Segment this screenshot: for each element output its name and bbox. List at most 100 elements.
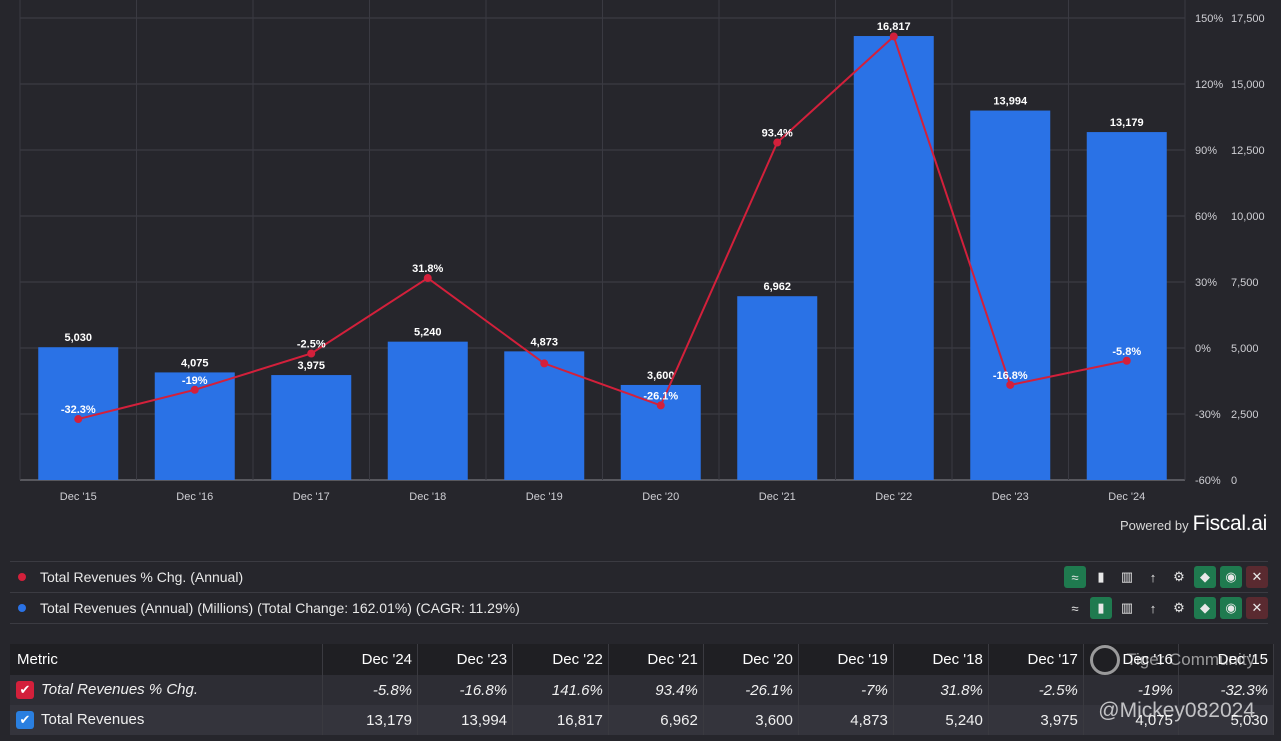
line-value-label: -5.8% [1112, 346, 1141, 358]
x-tick-label: Dec '20 [642, 491, 679, 503]
pct-change-point [1122, 356, 1131, 365]
sort-icon[interactable]: ↑ [1149, 569, 1157, 585]
table-cell: -16.8% [417, 675, 514, 705]
y-right-tick-label: 7,500 [1231, 277, 1259, 289]
table-cell: 13,994 [417, 705, 514, 735]
column-header[interactable]: Dec '20 [703, 644, 799, 675]
pct-change-point [307, 349, 316, 358]
line-value-label: 93.4% [762, 128, 793, 140]
revenue-bar [620, 384, 701, 480]
series-tools-1: ≈ ▮ ▥ ↑ ⚙ ◆ ◉ ✕ [1064, 566, 1268, 588]
y-left-tick-label: 0% [1195, 343, 1211, 355]
eye-icon[interactable]: ◉ [1220, 566, 1242, 588]
legend-dot-red [18, 573, 26, 581]
pct-change-point [540, 359, 549, 368]
close-icon[interactable]: ✕ [1246, 566, 1268, 588]
watermark-handle: @Mickey082024 [1098, 699, 1255, 722]
table-cell: -2.5% [988, 675, 1084, 705]
revenue-bar [504, 351, 585, 480]
revenue-chart: 150% 17,500 120% 15,000 90% 12,500 60% 10,000 30… [19, 0, 1265, 503]
column-header[interactable]: Dec '17 [988, 644, 1084, 675]
column-header[interactable]: Dec '22 [512, 644, 609, 675]
powered-by: Powered by Fiscal.ai [1120, 512, 1267, 536]
bar-value-label: 6,962 [763, 281, 791, 293]
table-cell: 6,962 [608, 705, 704, 735]
tiger-community-watermark: Tiger Community [1090, 645, 1255, 675]
legend-label-pct-change: Total Revenues % Chg. (Annual) [40, 569, 244, 585]
checkbox-revenues[interactable]: ✔ [16, 711, 34, 730]
legend-row-revenues[interactable]: Total Revenues (Annual) (Millions) (Tota… [10, 592, 1268, 624]
revenue-bar [387, 341, 468, 480]
line-value-label: -16.8% [993, 370, 1028, 382]
powered-by-label: Powered by [1120, 518, 1189, 533]
bar-value-label: 13,994 [993, 96, 1028, 108]
stacked-bar-icon[interactable]: ▥ [1120, 600, 1134, 615]
pct-change-point [773, 138, 782, 147]
y-right-tick-label: 17,500 [1231, 13, 1265, 25]
pct-change-point [1006, 380, 1015, 389]
column-header[interactable]: Dec '18 [893, 644, 989, 675]
column-header[interactable]: Dec '21 [608, 644, 704, 675]
line-chart-icon[interactable]: ≈ [1064, 566, 1086, 588]
table-cell: 31.8% [893, 675, 989, 705]
legend-row-pct-change[interactable]: Total Revenues % Chg. (Annual) ≈ ▮ ▥ ↑ ⚙… [10, 561, 1268, 592]
table-cell: 5,240 [893, 705, 989, 735]
x-tick-label: Dec '22 [875, 491, 912, 503]
line-value-label: -2.5% [297, 339, 326, 351]
pct-change-point [889, 32, 898, 41]
gear-icon[interactable]: ⚙ [1173, 569, 1185, 584]
data-table: Metric Dec '24 Dec '23 Dec '22 Dec '21 D… [10, 644, 1275, 735]
column-header[interactable]: Dec '23 [417, 644, 514, 675]
pct-change-point [190, 385, 199, 394]
y-left-tick-label: -60% [1195, 475, 1221, 487]
y-left-tick-label: -30% [1195, 409, 1221, 421]
sort-icon[interactable]: ↑ [1149, 600, 1157, 616]
gear-icon[interactable]: ⚙ [1173, 600, 1185, 615]
line-value-label: 31.8% [412, 263, 443, 275]
column-header[interactable]: Dec '15 [1178, 644, 1275, 675]
close-icon[interactable]: ✕ [1246, 597, 1268, 619]
tag-icon[interactable]: ◆ [1194, 597, 1216, 619]
bar-chart-icon[interactable]: ▮ [1097, 569, 1105, 584]
metric-cell: ✔ Total Revenues [10, 705, 323, 735]
column-header-metric[interactable]: Metric [10, 644, 323, 675]
fiscal-ai-logo[interactable]: Fiscal.ai [1192, 512, 1268, 535]
column-header[interactable]: Dec '24 [322, 644, 419, 675]
y-left-tick-label: 30% [1195, 277, 1217, 289]
tag-icon[interactable]: ◆ [1194, 566, 1216, 588]
table-cell: -26.1% [703, 675, 799, 705]
metric-name: Total Revenues % Chg. [41, 680, 199, 698]
table-cell: -5.8% [322, 675, 419, 705]
line-chart-icon[interactable]: ≈ [1071, 600, 1079, 616]
pct-change-point [74, 415, 83, 424]
x-tick-label: Dec '16 [176, 491, 213, 503]
eye-icon[interactable]: ◉ [1220, 597, 1242, 619]
bar-value-label: 4,075 [181, 357, 209, 369]
table-cell: 13,179 [322, 705, 419, 735]
y-left-tick-label: 150% [1195, 13, 1223, 25]
stacked-bar-icon[interactable]: ▥ [1120, 569, 1134, 584]
column-header[interactable]: Dec '19 [798, 644, 894, 675]
table-row: ✔ Total Revenues % Chg. -5.8% -16.8% 141.… [10, 675, 1275, 705]
tiger-logo-icon [1090, 645, 1121, 675]
table-cell: 93.4% [608, 675, 704, 705]
revenue-bar [1086, 132, 1167, 480]
y-left-tick-label: 60% [1195, 211, 1217, 223]
table-cell: 5,030 [1178, 705, 1275, 735]
revenue-bar [853, 36, 934, 481]
x-tick-label: Dec '23 [992, 491, 1029, 503]
legend-label-revenues: Total Revenues (Annual) (Millions) (Tota… [40, 600, 520, 616]
bar-value-label: 3,975 [297, 360, 325, 372]
y-left-tick-label: 90% [1195, 145, 1217, 157]
x-tick-label: Dec '19 [526, 491, 563, 503]
checkbox-pct-change[interactable]: ✔ [16, 681, 34, 700]
x-tick-label: Dec '24 [1108, 491, 1145, 503]
pct-change-point [656, 401, 665, 410]
revenue-bar [970, 110, 1051, 480]
y-right-tick-label: 15,000 [1231, 79, 1265, 91]
bar-chart-icon[interactable]: ▮ [1090, 597, 1112, 619]
bar-value-label: 4,873 [530, 336, 558, 348]
revenue-bar [271, 375, 352, 480]
legend-dot-blue [18, 604, 26, 612]
y-right-tick-label: 0 [1231, 475, 1237, 487]
